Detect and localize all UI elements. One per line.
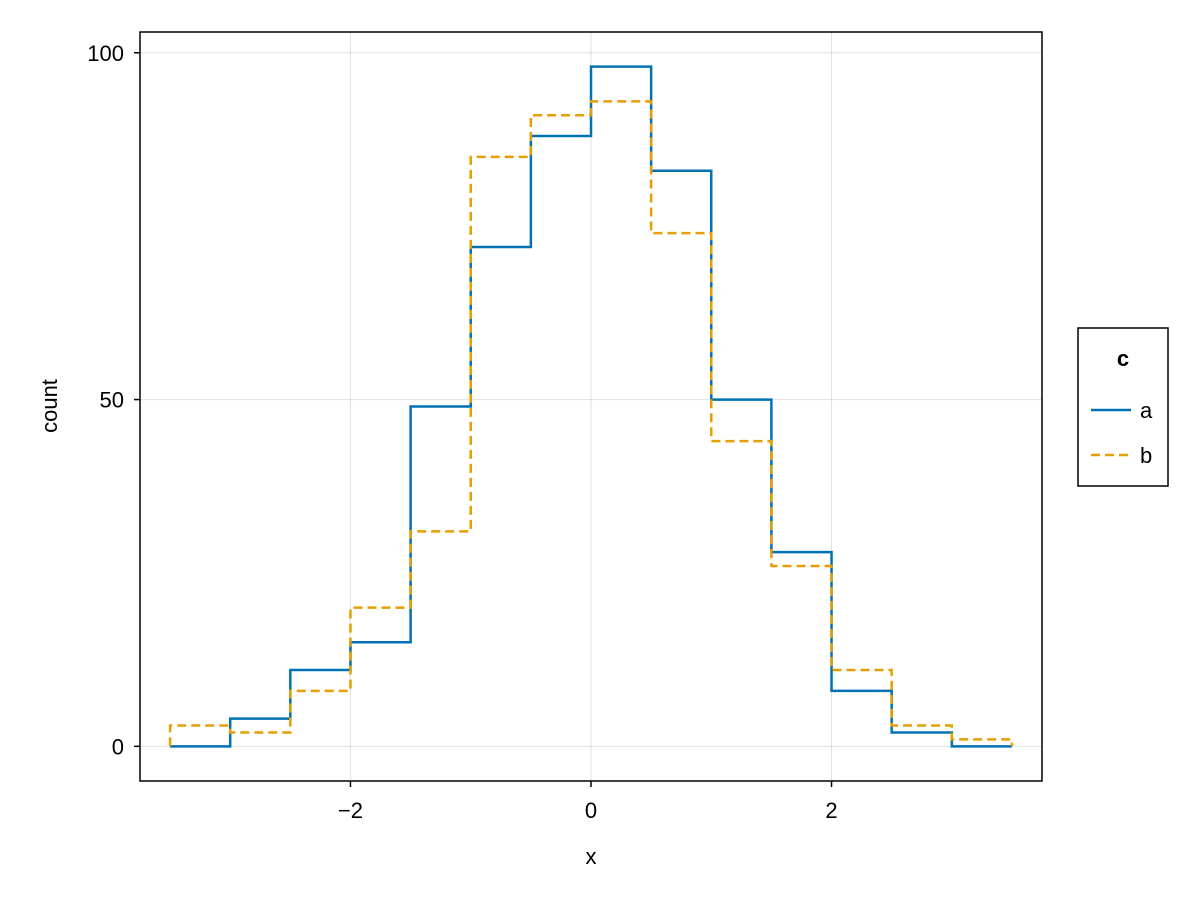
y-tick-label: 100 (87, 41, 124, 66)
y-tick-label: 50 (100, 388, 124, 413)
legend-label-b: b (1140, 443, 1152, 468)
legend-box (1077, 327, 1169, 487)
series-layer (168, 65, 1014, 748)
x-tick-label: 2 (825, 798, 837, 823)
series-b-step-line (168, 100, 1014, 747)
y-axis-label: count (37, 379, 62, 433)
y-tick-label: 0 (112, 734, 124, 759)
axis-ticks: −2 0 2 0 50 100 (87, 41, 837, 823)
x-axis-label: x (586, 844, 597, 869)
x-tick-label: −2 (338, 798, 363, 823)
legend: c a b (1077, 327, 1169, 487)
x-tick-label: 0 (585, 798, 597, 823)
legend-label-a: a (1140, 398, 1153, 423)
legend-title: c (1117, 346, 1129, 371)
